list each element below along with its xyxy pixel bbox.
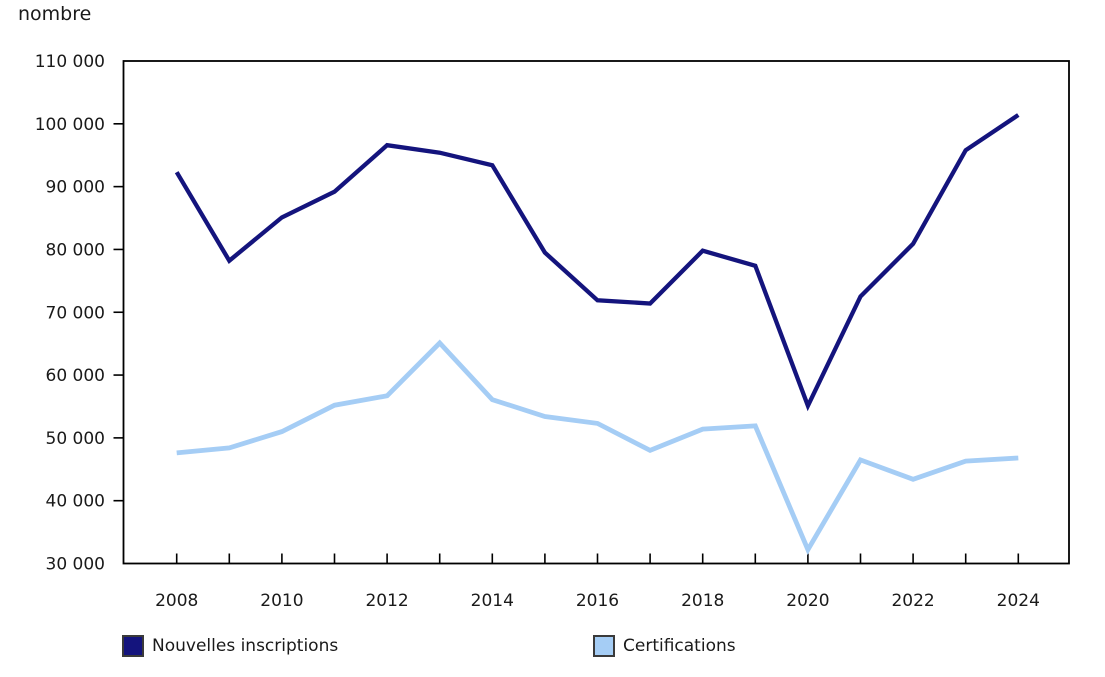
y-axis-tick-label: 40 000 [46,492,105,512]
y-axis-tick-label: 70 000 [46,303,105,323]
y-axis-tick-label: 90 000 [46,178,105,198]
y-axis-tick-label: 60 000 [46,366,105,386]
x-axis-tick-label: 2010 [260,591,303,611]
legend: Nouvelles inscriptions Certifications [0,635,1105,665]
x-axis-tick-label: 2014 [471,591,514,611]
legend-item-certifications: Certifications [593,635,736,657]
legend-swatch-certifications [593,635,615,657]
plot-frame [122,60,1070,565]
x-axis-tick-label: 2008 [155,591,198,611]
series-line-certifications [176,339,1019,556]
x-axis-tick-label: 2024 [997,591,1040,611]
y-axis-tick-label: 80 000 [46,240,105,260]
y-axis-tick-label: 30 000 [46,555,105,575]
y-axis-tick-label: 50 000 [46,429,105,449]
y-axis-tick-label: 110 000 [35,52,105,72]
legend-item-nouvelles-inscriptions: Nouvelles inscriptions [122,635,338,657]
legend-label-certifications: Certifications [623,636,736,656]
x-axis-tick-label: 2012 [365,591,408,611]
legend-label-nouvelles-inscriptions: Nouvelles inscriptions [152,636,339,656]
x-axis-tick-label: 2022 [891,591,934,611]
x-axis-tick-label: 2018 [681,591,724,611]
x-axis-tick-label: 2016 [576,591,619,611]
x-axis-tick-label: 2020 [786,591,829,611]
legend-swatch-nouvelles-inscriptions [122,635,144,657]
series-line-nouvelles-inscriptions [174,113,1020,412]
y-axis-tick-label: 100 000 [35,115,105,135]
plot-area: 30 000 40 000 50 000 60 000 70 000 80 000 90 0… [35,52,1070,611]
y-axis-title: nombre [18,3,92,25]
